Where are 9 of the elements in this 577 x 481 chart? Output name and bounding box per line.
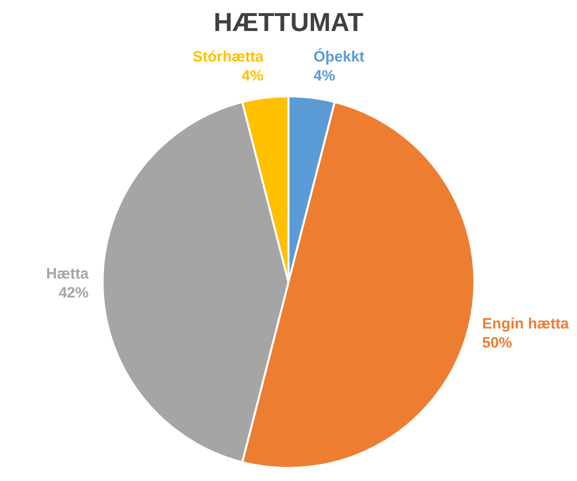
data-label: 4% <box>242 67 264 84</box>
data-label: 4% <box>314 67 336 84</box>
slice-label: Engin hætta <box>482 315 570 332</box>
slice-label: Óþekkt <box>314 47 364 66</box>
data-label: 42% <box>58 284 89 302</box>
data-label: 50% <box>482 334 512 352</box>
slice-label: Stórhætta <box>192 48 264 66</box>
slice-label: Hætta <box>46 266 90 283</box>
chart-title: HÆTTUMAT <box>214 6 364 37</box>
